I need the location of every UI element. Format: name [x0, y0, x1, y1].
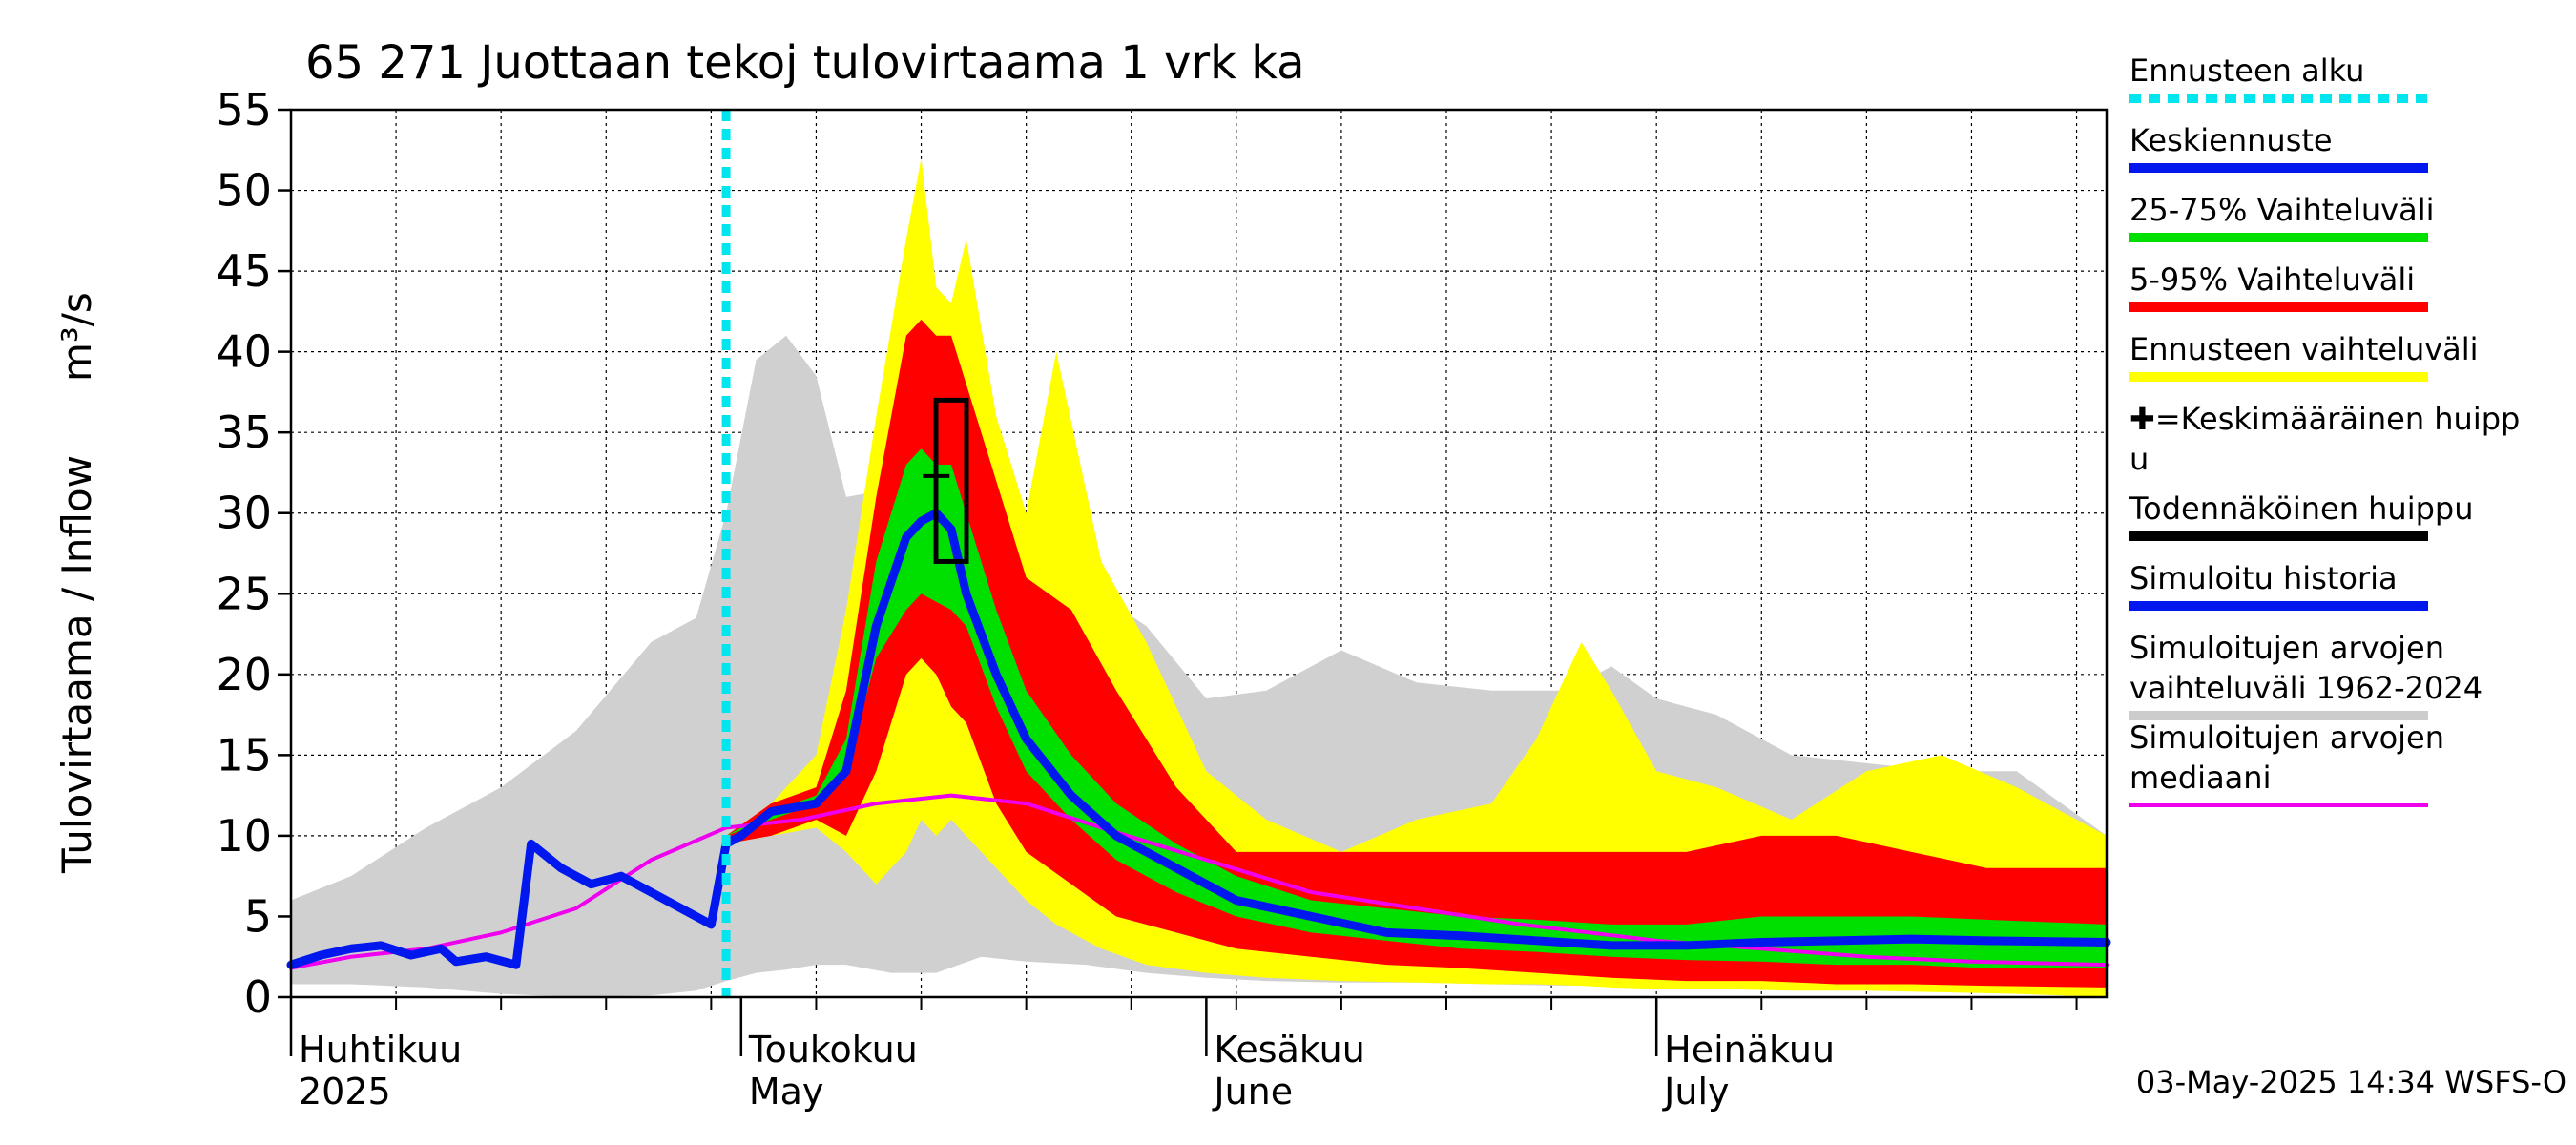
legend-item-sim-range: Simuloitujen arvojen vaihteluväli 1962-20… [2129, 630, 2483, 720]
legend-item-forecast-start: Ennusteen alku [2129, 52, 2428, 103]
y-axis-unit: m³/s [53, 292, 100, 382]
legend-label: mediaani [2129, 760, 2271, 796]
legend-label: Todennäköinen huippu [2129, 490, 2474, 527]
plot-area: 0510152025303540455055Huhtikuu2025Toukok… [216, 84, 2111, 1113]
legend-item-range-5-95: 5-95% Vaihteluväli [2129, 261, 2428, 312]
mean-forecast-line [721, 509, 2111, 950]
chart-title: 65 271 Juottaan tekoj tulovirtaama 1 vrk… [305, 36, 1305, 90]
y-tick-label: 20 [216, 649, 272, 700]
legend-label: Keskiennuste [2129, 122, 2333, 158]
y-tick-label: 5 [244, 890, 272, 942]
y-tick-label: 25 [216, 568, 272, 619]
legend-label: Simuloitujen arvojen [2129, 719, 2444, 756]
legend-item-sim-history: Simuloitu historia [2129, 560, 2428, 611]
range-25-75-band [726, 448, 2108, 968]
y-tick-label: 55 [216, 84, 272, 135]
legend-label: Simuloitu historia [2129, 560, 2398, 596]
x-month-sublabel: May [749, 1071, 824, 1113]
x-month-label: Huhtikuu [299, 1029, 462, 1071]
legend-item-sim-median: Simuloitujen arvojen mediaani [2129, 719, 2444, 807]
legend-item-mean-peak: ✚=Keskimääräinen huipp u [2129, 401, 2520, 477]
legend-item-mean-forecast: Keskiennuste [2129, 122, 2428, 173]
range-5-95-band [726, 319, 2108, 988]
x-month-sublabel: June [1212, 1071, 1293, 1113]
y-axis-label: Tulovirtaama / Inflow [53, 455, 100, 874]
legend-label: ✚=Keskimääräinen huipp [2129, 401, 2520, 437]
y-axis-unit-text: m³/s [53, 292, 100, 382]
y-tick-label: 50 [216, 165, 272, 217]
legend-label: 25-75% Vaihteluväli [2129, 192, 2434, 228]
legend-label: vaihteluväli 1962-2024 [2129, 670, 2483, 706]
x-month-label: Toukokuu [748, 1029, 918, 1071]
y-tick-label: 30 [216, 488, 272, 539]
plot-frame [289, 108, 2109, 999]
sim-history-line [286, 839, 731, 969]
x-month-sublabel: July [1662, 1071, 1729, 1113]
x-month-label: Heinäkuu [1664, 1029, 1835, 1071]
legend-label: u [2129, 441, 2149, 477]
legend-item-forecast-range: Ennusteen vaihteluväli [2129, 331, 2479, 382]
legend-label: Ennusteen vaihteluväli [2129, 331, 2479, 367]
legend-item-range-25-75: 25-75% Vaihteluväli [2129, 192, 2434, 242]
footer-timestamp: 03-May-2025 14:34 WSFS-O [2136, 1064, 2566, 1100]
y-tick-label: 10 [216, 810, 272, 862]
legend-label: Simuloitujen arvojen [2129, 630, 2444, 666]
y-tick-label: 40 [216, 326, 272, 378]
x-month-label: Kesäkuu [1214, 1029, 1365, 1071]
y-tick-label: 15 [216, 729, 272, 781]
legend-item-likely-peak: Todennäköinen huippu [2129, 490, 2474, 541]
y-tick-label: 0 [244, 971, 272, 1023]
legend: Ennusteen alku Keskiennuste 25-75% Vaihtel… [2129, 52, 2520, 807]
y-tick-label: 45 [216, 245, 272, 297]
legend-label: 5-95% Vaihteluväli [2129, 261, 2415, 298]
x-month-sublabel: 2025 [299, 1071, 391, 1113]
legend-label: Ennusteen alku [2129, 52, 2364, 89]
y-tick-label: 35 [216, 406, 272, 458]
